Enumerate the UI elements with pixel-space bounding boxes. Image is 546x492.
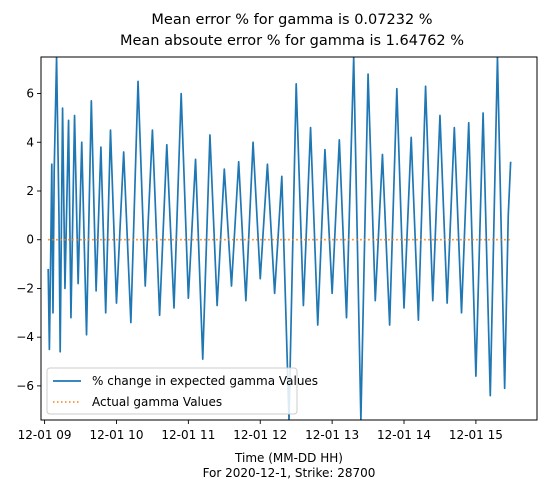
- x-tick-label: 12-01 13: [305, 428, 359, 442]
- plot-frame: [41, 57, 537, 420]
- y-tick-label: 4: [26, 135, 34, 149]
- y-tick-label: −2: [16, 281, 34, 295]
- legend-label-actual: Actual gamma Values: [92, 395, 222, 409]
- legend: % change in expected gamma Values Actual…: [47, 368, 318, 414]
- x-axis-sublabel: For 2020-12-1, Strike: 28700: [203, 466, 376, 480]
- y-tick-label: 6: [26, 87, 34, 101]
- x-axis: 12-01 09 12-01 10 12-01 11 12-01 12 12-01 13…: [18, 420, 503, 442]
- y-tick-label: −4: [16, 330, 34, 344]
- x-tick-label: 12-01 09: [18, 428, 72, 442]
- x-tick-label: 12-01 10: [90, 428, 144, 442]
- y-tick-label: 2: [26, 184, 34, 198]
- x-tick-label: 12-01 12: [233, 428, 287, 442]
- x-tick-label: 12-01 15: [449, 428, 503, 442]
- x-tick-label: 12-01 11: [161, 428, 215, 442]
- legend-label-expected: % change in expected gamma Values: [92, 374, 318, 388]
- y-tick-label: −6: [16, 379, 34, 393]
- x-axis-label: Time (MM-DD HH): [234, 451, 343, 465]
- series-line-expected: [48, 57, 510, 420]
- chart-title-line-1: Mean error % for gamma is 0.07232 %: [151, 12, 432, 28]
- y-axis: −6 −4 −2 0 2 4 6: [16, 87, 41, 393]
- x-tick-label: 12-01 14: [377, 428, 431, 442]
- y-tick-label: 0: [26, 233, 34, 247]
- chart-title-line-2: Mean absoute error % for gamma is 1.6476…: [120, 33, 464, 49]
- plot-series-area: [48, 57, 510, 420]
